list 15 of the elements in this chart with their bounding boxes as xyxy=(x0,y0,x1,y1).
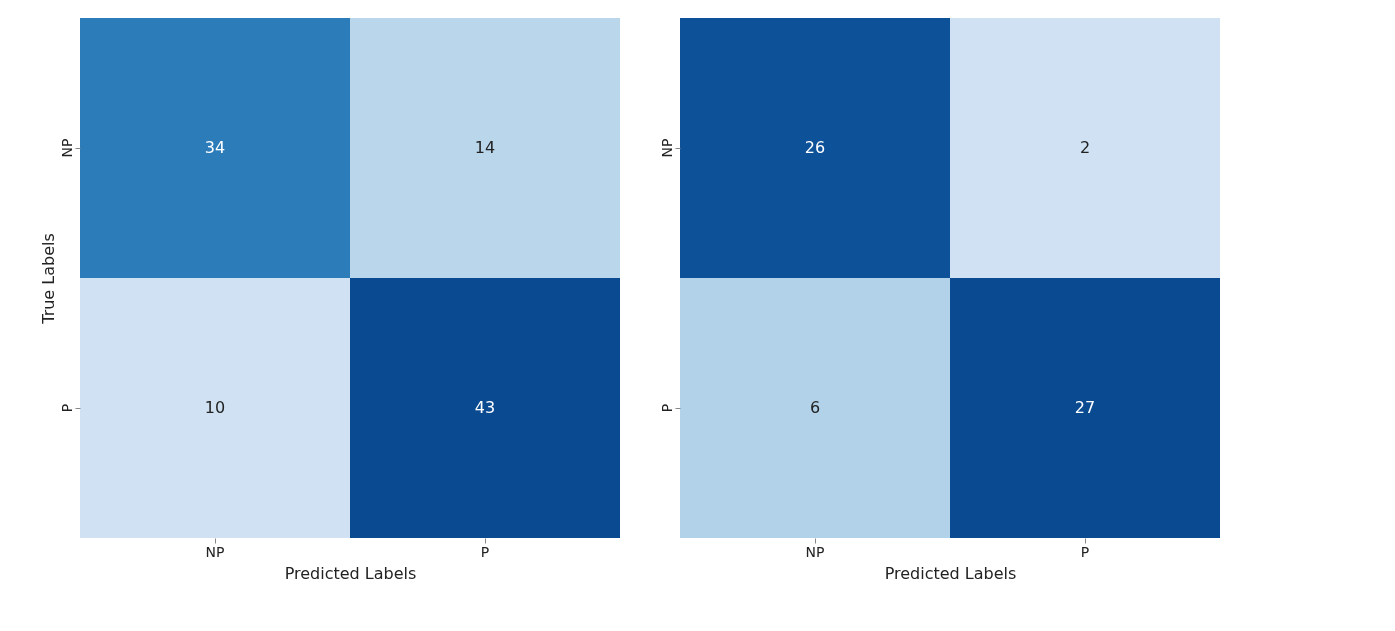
data-label: 43 xyxy=(474,398,496,417)
data-label: 2 xyxy=(1079,138,1091,157)
data-label: 26 xyxy=(804,138,826,157)
data-label: 10 xyxy=(204,398,226,417)
x-axis-title: Predicted Labels xyxy=(884,563,1017,583)
x-tick-label: P xyxy=(1080,543,1090,560)
data-label: 14 xyxy=(474,138,496,157)
data-label: 34 xyxy=(204,138,226,157)
x-axis-title: Predicted Labels xyxy=(284,563,417,583)
x-tick-label: P xyxy=(480,543,490,560)
x-tick-label: NP xyxy=(805,543,825,560)
x-tick-label: NP xyxy=(205,543,225,560)
data-label: 6 xyxy=(809,398,821,417)
data-label: 27 xyxy=(1074,398,1096,417)
y-axis-title: True Labels xyxy=(38,233,58,325)
